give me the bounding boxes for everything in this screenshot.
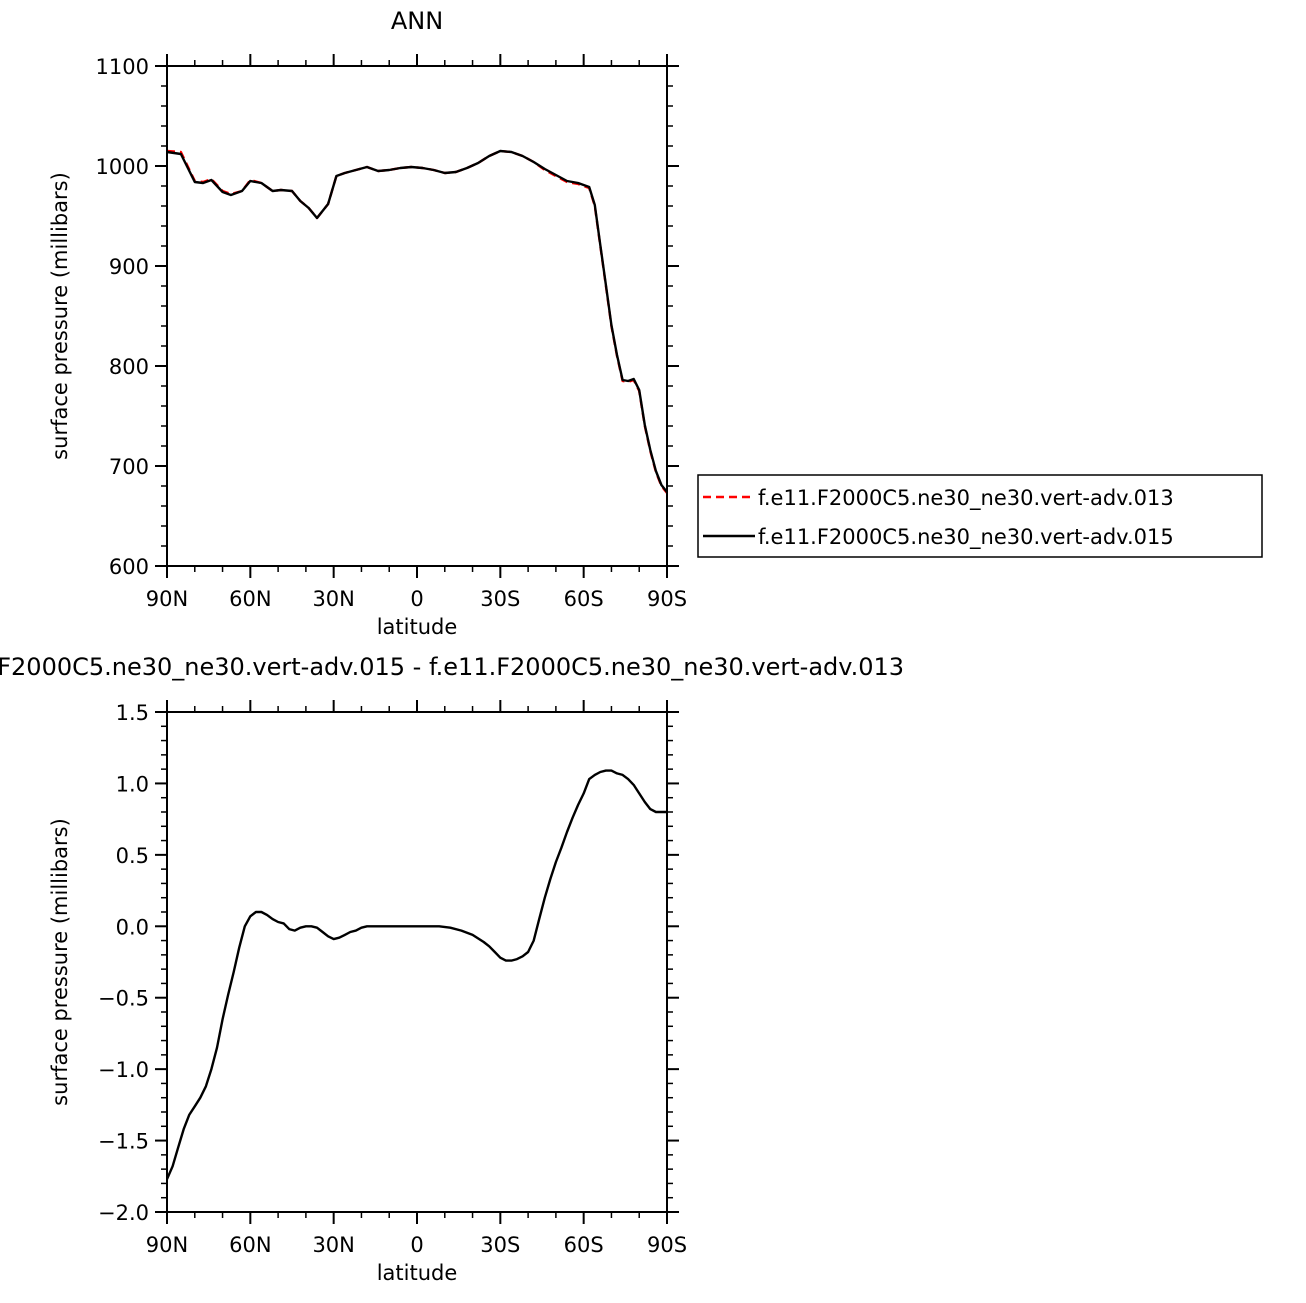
x-tick-label: 90S [647,1233,687,1257]
y-tick-label: 700 [109,455,149,479]
x-tick-label: 30N [312,587,354,611]
y-tick-label: −0.5 [98,987,149,1011]
x-tick-label: 90N [146,1233,188,1257]
bottom-chart: 90N 60N 30N 0 30S 60S 90S −2.0 −1.5 −1.0 −0.5 0.0 0.… [0,653,904,1285]
x-tick-label: 60S [564,587,604,611]
series-line-0 [167,149,667,494]
plot-frame [166,65,668,567]
legend-label-0: f.e11.F2000C5.ne30_ne30.vert-adv.013 [758,486,1174,511]
y-tick-label: −1.0 [98,1058,149,1082]
x-tick-label: 60S [564,1233,604,1257]
y-tick-label: −2.0 [98,1201,149,1225]
y-tick-label: 1.0 [116,772,149,796]
y-tick-label: 1000 [96,155,149,179]
legend-label-1: f.e11.F2000C5.ne30_ne30.vert-adv.015 [758,525,1174,550]
y-tick-label: 0.0 [116,915,149,939]
x-tick-label: 0 [410,1233,423,1257]
series-line-1 [167,149,667,493]
x-tick-label: 90S [647,587,687,611]
top-chart: 90N 60N 30N 0 30S 60S 90S 600 700 800 900 1000 1100 l… [48,7,1263,639]
x-tick-label: 30S [480,587,520,611]
series-line-0 [167,769,667,1180]
legend: f.e11.F2000C5.ne30_ne30.vert-adv.013 f.e1… [697,474,1263,558]
x-tick-label: 90N [146,587,188,611]
y-axis-label: surface pressure (millibars) [48,818,72,1106]
y-tick-label: 1100 [96,55,149,79]
y-tick-label: −1.5 [98,1130,149,1154]
y-axis-label: surface pressure (millibars) [48,172,72,460]
x-axis-label: latitude [377,1261,458,1285]
x-tick-label: 60N [229,1233,271,1257]
x-axis-label: latitude [377,615,458,639]
x-tick-label: 30N [312,1233,354,1257]
x-tick-label: 30S [480,1233,520,1257]
chart-title: ANN [391,7,443,35]
legend-box [697,474,1263,558]
x-tick-label: 60N [229,587,271,611]
chart-title: f.e11.F2000C5.ne30_ne30.vert-adv.015 - f… [0,653,904,681]
y-tick-label: 0.5 [116,844,149,868]
y-tick-label: 1.5 [116,701,149,725]
x-tick-label: 0 [410,587,423,611]
y-tick-label: 800 [109,355,149,379]
y-tick-label: 900 [109,255,149,279]
plot-frame [166,711,668,1213]
y-tick-label: 600 [109,555,149,579]
